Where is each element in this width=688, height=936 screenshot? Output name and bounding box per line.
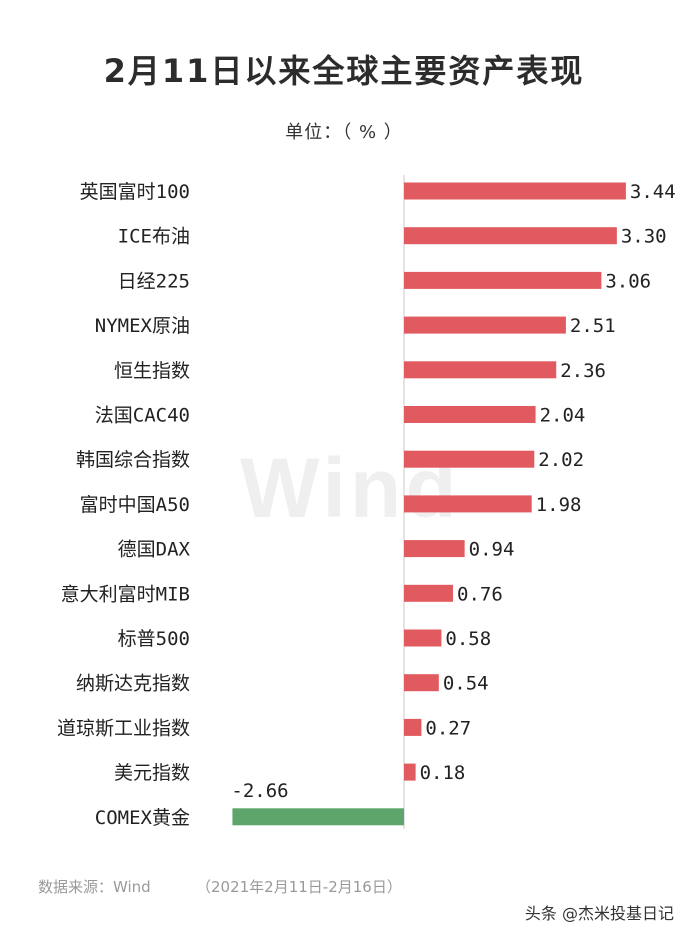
bar-positive: [404, 361, 557, 379]
category-label: 纳斯达克指数: [76, 673, 190, 695]
category-label: 英国富时100: [80, 181, 190, 203]
bar-positive: [404, 495, 532, 513]
bar-negative: [232, 808, 404, 826]
bar-positive: [404, 718, 422, 736]
bar-positive: [404, 450, 535, 468]
category-label: 法国CAC40: [95, 405, 190, 427]
data-source: 数据来源：Wind: [38, 878, 151, 896]
bar-positive: [404, 406, 536, 423]
category-label: 意大利富时MIB: [61, 583, 190, 605]
category-label: ICE布油: [118, 226, 190, 248]
bar-positive: [404, 629, 442, 647]
bar-positive: [404, 271, 602, 289]
value-label: -2.66: [231, 780, 288, 802]
value-label: 2.04: [540, 405, 586, 427]
bar-positive: [404, 540, 465, 558]
value-label: 2.36: [560, 360, 606, 382]
chart-title: 2月11日以来全球主要资产表现: [103, 52, 585, 90]
bar-positive: [404, 763, 416, 781]
value-label: 1.98: [536, 494, 582, 516]
author-credit: 头条 @杰米投基日记: [524, 904, 674, 923]
category-label: 道琼斯工业指数: [57, 717, 190, 739]
category-label: 德国DAX: [118, 539, 191, 561]
category-label: COMEX黄金: [95, 807, 190, 829]
category-label: 韩国综合指数: [76, 449, 190, 471]
bar-positive: [404, 182, 626, 200]
value-label: 3.30: [621, 226, 667, 248]
category-label: 富时中国A50: [80, 494, 190, 516]
value-label: 0.76: [457, 583, 503, 605]
category-label: 日经225: [118, 270, 190, 292]
category-label: 美元指数: [114, 762, 190, 784]
value-label: 0.18: [420, 762, 466, 784]
bar-positive: [404, 316, 566, 334]
category-label: NYMEX原油: [95, 315, 190, 337]
value-label: 0.58: [445, 628, 491, 650]
unit-label: 单位：（ % ）: [285, 122, 403, 143]
value-label: 2.51: [570, 315, 616, 337]
category-label: 标普500: [118, 628, 190, 650]
bar-positive: [404, 227, 617, 245]
value-label: 3.44: [630, 181, 676, 203]
value-label: 0.27: [425, 717, 471, 739]
value-label: 0.94: [469, 539, 515, 561]
bar-positive: [404, 674, 439, 692]
category-label: 恒生指数: [114, 360, 190, 382]
value-label: 2.02: [538, 449, 584, 471]
bar-positive: [404, 584, 454, 602]
value-label: 3.06: [605, 270, 651, 292]
value-label: 0.54: [443, 673, 489, 695]
date-range: （2021年2月11日-2月16日）: [196, 878, 402, 896]
